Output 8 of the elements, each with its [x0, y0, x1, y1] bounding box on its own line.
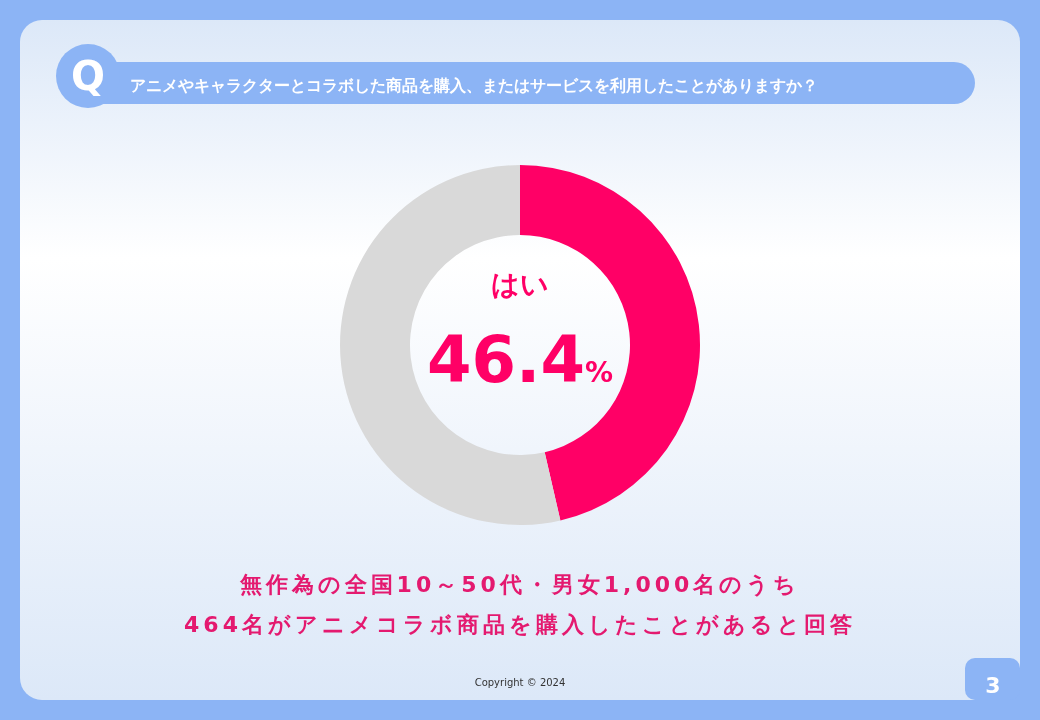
- text: 3: [985, 673, 1001, 698]
- text: Copyright © 2024: [474, 677, 566, 688]
- text: 464名がアニメコラボ商品を購入したことがあると回答: [184, 612, 856, 637]
- text: Q: [70, 53, 106, 99]
- text: 無作為の全国10～50代・男女1,000名のうち: [238, 572, 801, 597]
- chart-title: アニメやキャラクターとコラボした商品を購入、またはサービスを利用したことがありますか？: [130, 76, 818, 95]
- slice-label: はい: [491, 268, 549, 301]
- data-label: 46.4%: [427, 323, 613, 397]
